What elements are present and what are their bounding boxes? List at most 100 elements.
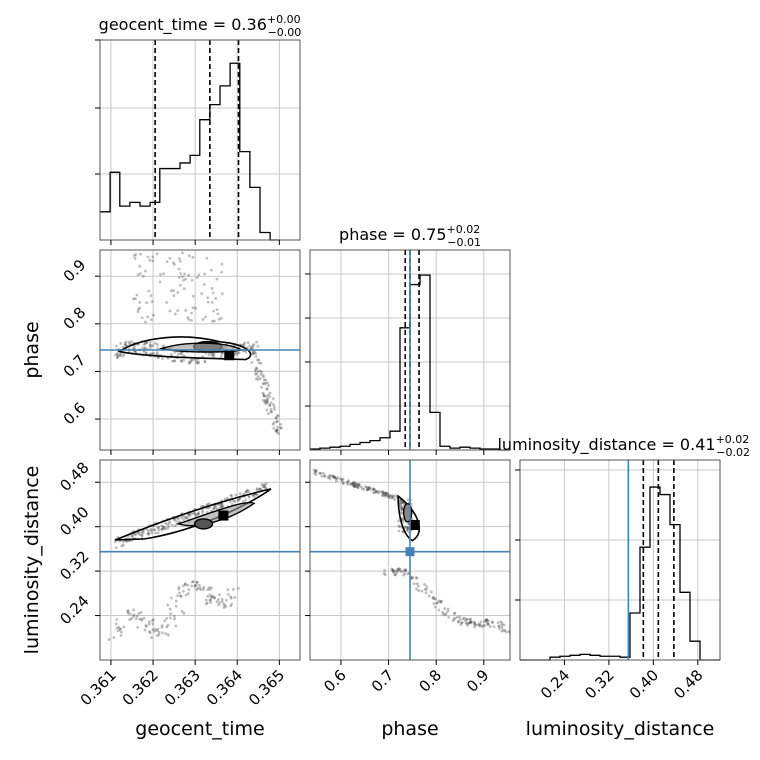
sample-point	[253, 369, 257, 373]
sample-point	[235, 352, 239, 356]
sample-point	[187, 361, 191, 365]
sample-point	[194, 514, 198, 518]
sample-point	[173, 359, 177, 363]
sample-point	[394, 494, 398, 498]
sample-point	[195, 361, 199, 365]
sample-point	[261, 382, 265, 385]
sample-point	[136, 273, 140, 277]
histogram-step	[520, 486, 720, 661]
sample-point	[191, 580, 195, 584]
sample-point	[399, 499, 402, 503]
sample-point	[174, 604, 178, 608]
density-peak-marker	[218, 510, 229, 521]
sample-point	[130, 534, 134, 537]
sample-point	[390, 567, 394, 571]
sample-point	[357, 483, 361, 487]
sample-point	[119, 354, 122, 358]
sample-point	[209, 596, 213, 599]
sample-point	[171, 359, 174, 363]
sample-point	[128, 342, 132, 345]
sample-point	[179, 516, 183, 520]
sample-point	[393, 569, 397, 573]
sample-point	[411, 575, 414, 579]
sample-point	[314, 470, 318, 473]
sample-point	[173, 518, 176, 521]
sample-point	[215, 277, 219, 281]
sample-point	[124, 340, 128, 344]
sample-point	[195, 588, 199, 592]
sample-point	[500, 626, 504, 630]
sample-point	[150, 636, 153, 639]
sample-point	[161, 527, 164, 531]
sample-point	[253, 350, 257, 354]
sample-point	[244, 491, 248, 494]
sample-point	[153, 627, 157, 631]
sample-point	[366, 486, 370, 490]
sample-point	[169, 612, 172, 616]
density-peak-marker	[224, 350, 235, 361]
sample-point	[406, 527, 410, 530]
sample-point	[265, 387, 269, 391]
sample-point	[406, 498, 410, 502]
sample-point	[382, 571, 386, 575]
sample-point	[122, 352, 126, 356]
sample-point	[148, 258, 152, 262]
sample-point	[383, 491, 387, 495]
sample-point	[182, 358, 185, 362]
sample-point	[174, 599, 178, 603]
sample-point	[181, 251, 184, 255]
sample-point	[386, 495, 390, 499]
sample-point	[126, 609, 130, 613]
sample-point	[492, 625, 496, 629]
sample-point	[331, 475, 335, 479]
sample-point	[181, 275, 184, 279]
sample-point	[134, 533, 138, 536]
sample-point	[198, 586, 202, 590]
sample-point	[172, 263, 176, 266]
sample-point	[406, 528, 409, 532]
sample-point	[460, 621, 463, 625]
sample-point	[197, 360, 200, 364]
sample-point	[497, 627, 501, 631]
sample-point	[182, 611, 186, 615]
sample-point	[400, 506, 404, 509]
title-upper-error: +0.00	[267, 13, 301, 26]
sample-point	[147, 529, 151, 533]
sample-point	[200, 292, 204, 296]
sample-point	[113, 540, 117, 544]
sample-point	[161, 357, 164, 360]
sample-point	[452, 617, 456, 621]
sample-point	[272, 426, 276, 430]
sample-point	[252, 343, 256, 346]
sample-point	[383, 568, 386, 572]
sample-point	[268, 404, 272, 407]
sample-point	[140, 534, 144, 538]
sample-point	[163, 527, 167, 531]
sample-point	[147, 289, 151, 293]
sample-point	[403, 568, 407, 572]
sample-point	[135, 293, 139, 297]
sample-point	[383, 573, 387, 577]
sample-point	[390, 494, 394, 498]
sample-point	[236, 498, 240, 502]
sample-point	[202, 588, 205, 591]
sample-point	[254, 368, 257, 372]
sample-point	[444, 612, 448, 615]
sample-point	[183, 583, 187, 586]
sample-point	[375, 490, 378, 494]
sample-point	[145, 301, 149, 305]
contour-outer	[117, 336, 252, 361]
sample-point	[258, 377, 262, 381]
sample-point	[479, 623, 482, 627]
sample-point	[187, 254, 191, 258]
sample-point	[391, 496, 395, 500]
sample-point	[353, 485, 357, 489]
sample-point	[362, 487, 366, 491]
sample-point	[399, 505, 403, 508]
axes-frame	[309, 249, 511, 451]
sample-point	[220, 270, 223, 274]
sample-point	[163, 619, 166, 623]
sample-point	[138, 272, 142, 276]
sample-point	[172, 359, 176, 363]
sample-point	[121, 345, 125, 349]
